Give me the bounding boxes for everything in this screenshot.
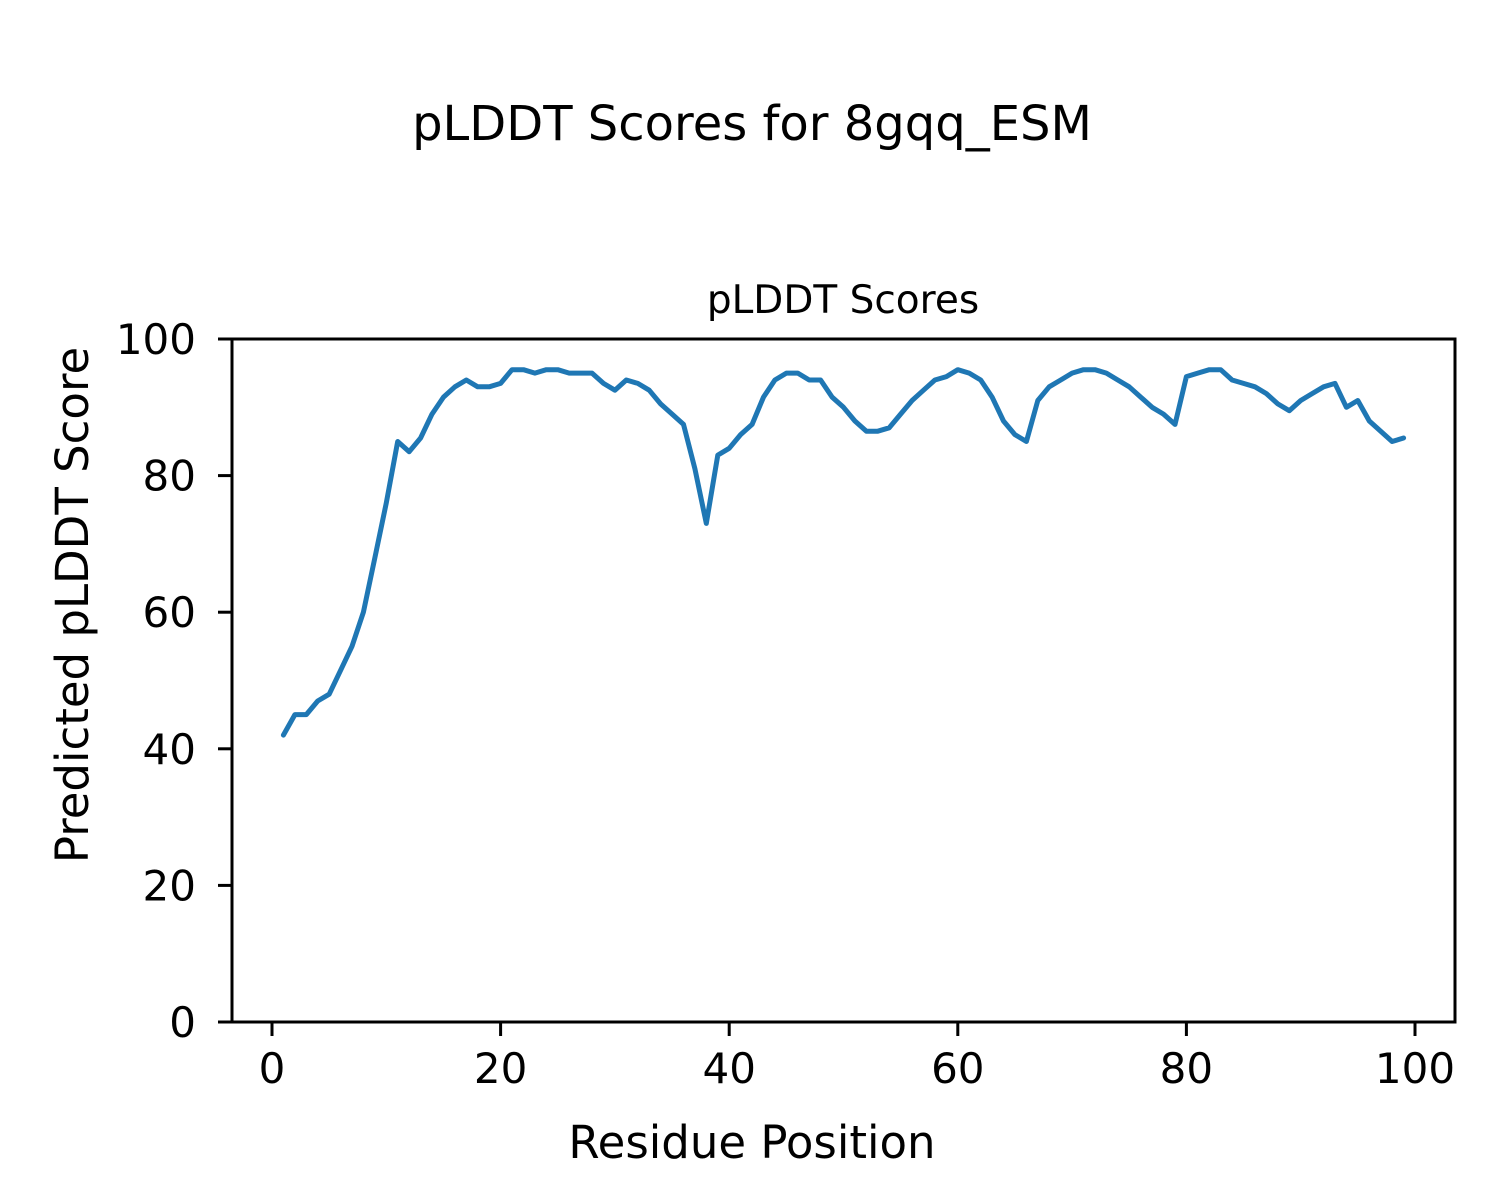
x-tick-label: 80	[1160, 1044, 1213, 1093]
x-axis-label: Residue Position	[568, 1116, 935, 1169]
x-tick-label: 100	[1375, 1044, 1455, 1093]
x-tick-label: 60	[931, 1044, 984, 1093]
figure-suptitle: pLDDT Scores for 8gqq_ESM	[412, 96, 1092, 152]
x-tick-label: 0	[259, 1044, 286, 1093]
x-axis-ticks: 0 20 40 60 80 100	[259, 1022, 1455, 1093]
y-tick-label: 20	[143, 861, 196, 910]
plot-border	[230, 337, 1457, 1024]
y-tick-label: 100	[116, 315, 196, 364]
y-axis-ticks: 0 20 40 60 80 100	[116, 315, 232, 1047]
x-tick-label: 40	[702, 1044, 755, 1093]
axes-title: pLDDT Scores	[707, 278, 979, 323]
y-tick-label: 80	[143, 452, 196, 501]
plddt-line	[280, 367, 1407, 738]
y-tick-label: 0	[169, 998, 196, 1047]
y-axis-label: Predicted pLDDT Score	[46, 347, 99, 863]
y-tick-label: 40	[143, 725, 196, 774]
y-tick-label: 60	[143, 588, 196, 637]
x-tick-label: 20	[474, 1044, 527, 1093]
